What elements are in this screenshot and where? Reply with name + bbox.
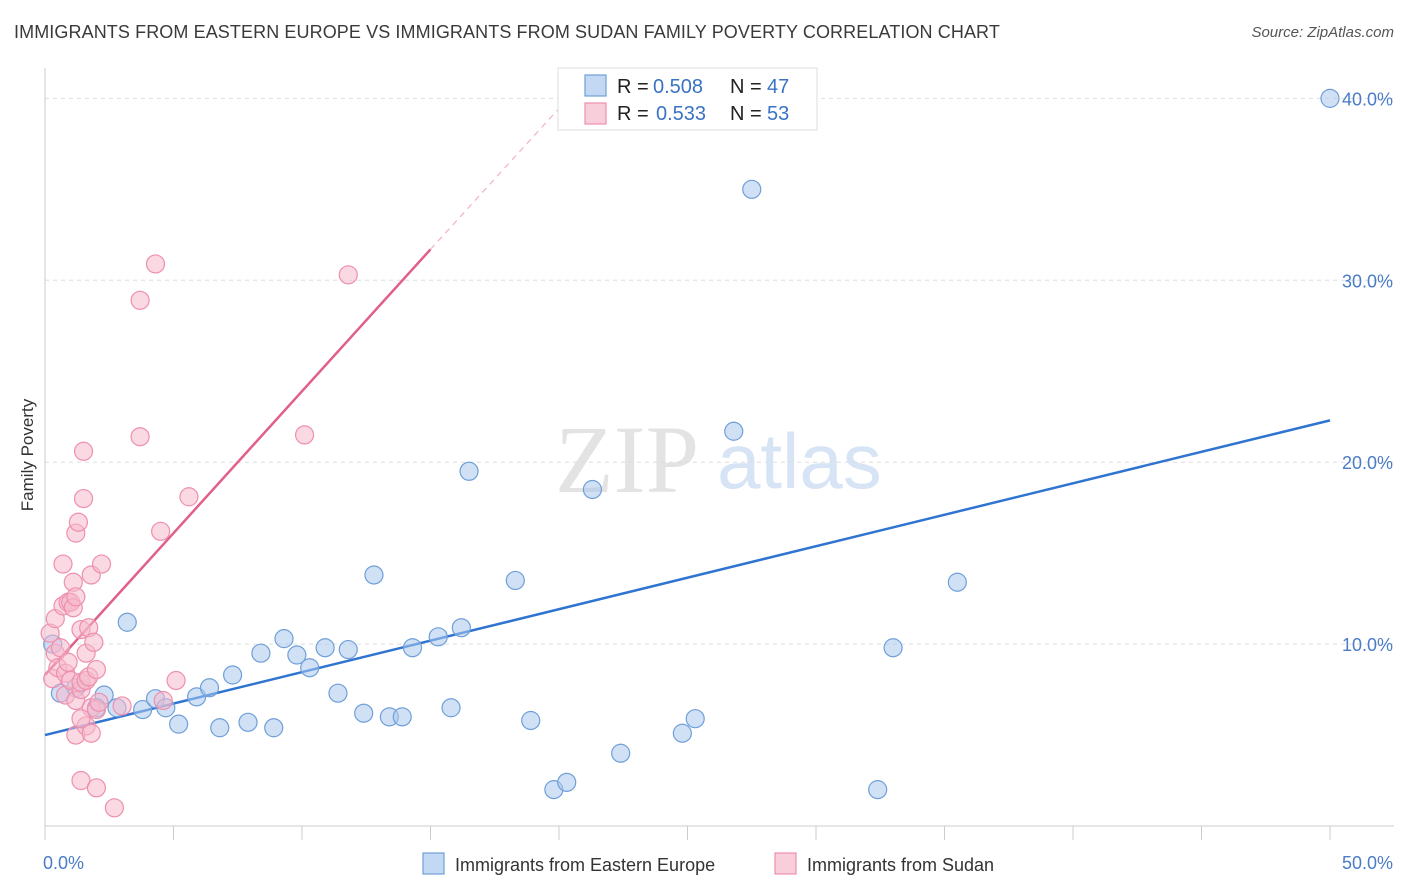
point-eastern-europe: [672, 723, 692, 743]
y-tick-label: 20.0%: [1342, 453, 1393, 473]
point-sudan: [151, 521, 171, 541]
point-eastern-europe: [441, 698, 461, 718]
bottom-legend-label-eastern-europe: Immigrants from Eastern Europe: [455, 855, 715, 875]
y-axis-title: Family Poverty: [18, 398, 37, 511]
point-sudan: [81, 723, 101, 743]
x-tick-label-max: 50.0%: [1342, 853, 1393, 873]
point-sudan: [68, 512, 89, 532]
chart-title: IMMIGRANTS FROM EASTERN EUROPE VS IMMIGR…: [14, 22, 1000, 42]
series-legend: Immigrants from Eastern Europe Immigrant…: [422, 852, 994, 875]
point-eastern-europe: [1320, 88, 1340, 108]
point-eastern-europe: [238, 712, 258, 732]
y-tick-label: 40.0%: [1342, 89, 1393, 109]
point-eastern-europe: [883, 638, 903, 658]
point-sudan: [58, 652, 78, 672]
point-sudan: [130, 427, 150, 447]
trend-line-eastern-europe: [44, 419, 1331, 737]
point-eastern-europe: [274, 629, 294, 649]
gridlines: [45, 97, 1394, 645]
legend-r-value-1: 0.508: [653, 76, 703, 98]
bottom-legend-swatch-eastern-europe: [422, 852, 445, 875]
legend-swatch-sudan: [584, 102, 607, 125]
point-eastern-europe: [868, 780, 888, 800]
point-eastern-europe: [287, 645, 307, 665]
point-sudan: [294, 425, 315, 445]
point-eastern-europe: [251, 643, 271, 663]
legend-r-label-1: R =: [617, 76, 649, 98]
point-sudan: [153, 690, 173, 711]
point-eastern-europe: [300, 658, 320, 678]
data-points: [40, 88, 1340, 818]
source-label: Source: ZipAtlas.com: [1251, 24, 1394, 41]
legend-r-value-2: 0.533: [656, 103, 706, 125]
bottom-legend-label-sudan: Immigrants from Sudan: [807, 855, 994, 875]
point-sudan: [89, 692, 109, 712]
point-eastern-europe: [117, 612, 137, 632]
point-sudan: [73, 441, 94, 461]
legend-r-label-2: R =: [617, 103, 649, 125]
point-eastern-europe: [223, 665, 243, 685]
axes: [44, 68, 1394, 840]
point-eastern-europe: [315, 638, 335, 658]
point-sudan: [73, 488, 94, 509]
point-eastern-europe: [169, 714, 189, 734]
point-sudan: [66, 587, 86, 607]
point-sudan: [104, 798, 124, 818]
legend-n-value-2: 53: [767, 103, 789, 125]
point-eastern-europe: [724, 421, 744, 441]
point-eastern-europe: [402, 638, 423, 658]
point-eastern-europe: [328, 683, 348, 703]
legend-n-value-1: 47: [767, 76, 789, 98]
point-eastern-europe: [210, 718, 230, 738]
legend-swatch-eastern-europe: [584, 74, 607, 97]
point-sudan: [84, 632, 104, 652]
trend-line-sudan: [44, 248, 432, 676]
point-sudan: [53, 554, 73, 574]
bottom-legend-swatch-sudan: [774, 852, 797, 875]
point-eastern-europe: [557, 772, 577, 792]
point-eastern-europe: [428, 627, 448, 647]
point-eastern-europe: [947, 572, 967, 592]
point-eastern-europe: [505, 570, 525, 591]
point-sudan: [71, 709, 91, 729]
point-eastern-europe: [264, 718, 284, 738]
point-eastern-europe: [685, 709, 705, 729]
point-eastern-europe: [521, 710, 541, 731]
watermark-zip: ZIP: [555, 406, 699, 513]
stats-legend: R = 0.508 N = 47 R = 0.533 N = 53: [557, 67, 818, 131]
watermark-atlas: atlas: [717, 417, 882, 505]
point-eastern-europe: [364, 565, 384, 585]
y-tick-label: 30.0%: [1342, 271, 1393, 291]
point-eastern-europe: [199, 678, 220, 698]
point-sudan: [86, 778, 107, 798]
point-sudan: [179, 487, 199, 507]
point-eastern-europe: [611, 743, 631, 763]
legend-n-label-1: N =: [730, 76, 762, 98]
y-tick-label: 10.0%: [1342, 635, 1393, 655]
point-eastern-europe: [742, 179, 762, 199]
point-sudan: [145, 254, 166, 274]
point-eastern-europe: [582, 479, 603, 500]
legend-n-label-2: N =: [730, 103, 762, 125]
point-eastern-europe: [354, 703, 374, 723]
point-eastern-europe: [451, 618, 471, 638]
point-sudan: [130, 290, 150, 310]
point-sudan: [166, 670, 186, 691]
point-eastern-europe: [392, 707, 412, 727]
tick-labels: 10.0% 20.0% 30.0% 40.0% 0.0% 50.0%: [43, 89, 1393, 873]
point-eastern-europe: [133, 699, 153, 720]
point-sudan: [86, 659, 107, 680]
point-eastern-europe: [459, 461, 479, 481]
point-sudan: [112, 696, 132, 716]
point-sudan: [91, 554, 112, 574]
point-sudan: [71, 770, 91, 791]
x-tick-label-min: 0.0%: [43, 853, 84, 873]
point-eastern-europe: [338, 639, 358, 660]
point-sudan: [338, 265, 358, 285]
